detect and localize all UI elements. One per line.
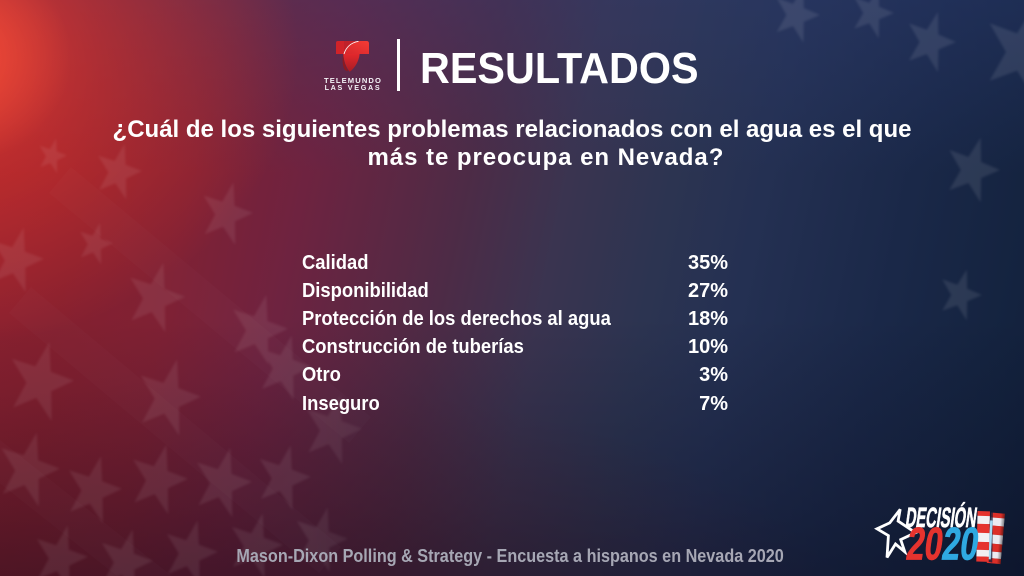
svg-text:20: 20 <box>939 518 982 570</box>
svg-text:DECISIÓN: DECISIÓN <box>904 502 979 533</box>
svg-text:20: 20 <box>904 518 947 570</box>
